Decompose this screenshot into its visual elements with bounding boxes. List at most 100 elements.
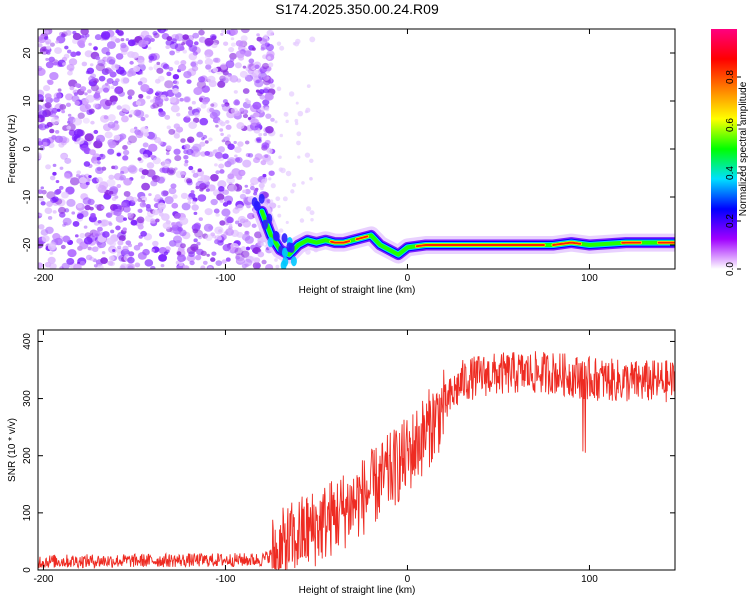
spectrogram-noise-blob	[137, 157, 142, 161]
spectrogram-noise-blob	[224, 215, 233, 223]
spectrogram-noise-blob	[108, 174, 115, 180]
spectrogram-noise-blob	[136, 216, 145, 224]
spectrogram-noise-blob	[265, 264, 274, 269]
spectrogram-x-axis-label: Height of straight line (km)	[299, 285, 416, 296]
spectrogram-noise-blob	[93, 103, 99, 109]
spectrogram-noise-blob	[47, 256, 56, 264]
spectrogram-noise-blob	[47, 243, 57, 251]
spectrogram-noise-blob	[84, 92, 88, 96]
spectrogram-noise-blob	[138, 93, 144, 99]
spectrogram-noise-blob	[165, 151, 170, 156]
spectrogram-noise-blob	[110, 85, 115, 90]
spectrogram-noise-blob	[226, 134, 231, 138]
spectrogram-noise-blob	[216, 193, 225, 201]
spectrogram-noise-blob	[192, 172, 199, 178]
spectrogram-noise-blob	[270, 183, 276, 189]
spectrogram-noise-blob	[261, 142, 270, 150]
spectrogram-noise-blob	[265, 43, 274, 51]
spectrogram-noise-blob	[266, 29, 274, 37]
spectrogram-noise-blob	[89, 63, 94, 67]
spectrogram-noise-blob	[55, 129, 60, 134]
spectrogram-noise-blob	[121, 115, 129, 123]
spectrogram-noise-blob	[107, 260, 114, 266]
spectrogram-noise-blob	[38, 138, 42, 143]
spectrogram-noise-blob	[122, 245, 129, 251]
spectrogram-noise-blob	[285, 119, 289, 124]
spectrogram-noise-blob	[182, 49, 188, 54]
spectrogram-noise-blob	[158, 108, 164, 113]
spectrogram-noise-blob	[79, 176, 87, 184]
spectrogram-noise-blob	[102, 231, 110, 238]
spectrogram-noise-blob	[120, 42, 127, 49]
spectrogram-noise-blob	[220, 32, 224, 36]
spectrogram-noise-blob	[214, 239, 220, 245]
spectrogram-noise-blob	[192, 32, 200, 39]
spectrogram-noise-blob	[233, 140, 237, 144]
spectrogram-noise-blob	[155, 218, 160, 223]
spectrogram-noise-blob	[165, 44, 171, 50]
spectrogram-noise-blob	[245, 255, 254, 263]
spectrogram-noise-blob	[62, 235, 71, 243]
spectrogram-noise-blob	[215, 170, 220, 175]
spectrogram-noise-blob	[79, 104, 89, 113]
spectrogram-noise-blob	[94, 34, 102, 41]
spectrogram-noise-blob	[51, 135, 57, 140]
spectrogram-noise-blob	[274, 120, 278, 124]
spectrogram-noise-blob	[225, 60, 235, 69]
spectrogram-noise-blob	[244, 230, 250, 236]
spectrogram-noise-blob	[159, 232, 165, 238]
spectrogram-noise-blob	[76, 213, 84, 220]
spectrogram-noise-blob	[180, 192, 189, 199]
spectrogram-ridge-blob	[273, 231, 280, 242]
spectrogram-noise-blob	[267, 56, 271, 60]
spectrogram-noise-blob	[99, 181, 109, 190]
spectrogram-noise-blob	[128, 165, 138, 174]
spectrogram-noise-blob	[38, 124, 44, 129]
spectrogram-noise-blob	[49, 71, 59, 81]
spectrogram-noise-blob	[263, 34, 269, 39]
spectrogram-noise-blob	[305, 206, 312, 212]
spectrogram-noise-blob	[139, 71, 144, 75]
spectrogram-noise-blob	[235, 40, 244, 47]
spectrogram-noise-blob	[268, 177, 272, 181]
snr-x-tick-label: -100	[215, 574, 235, 585]
spectrogram-noise-blob	[250, 177, 260, 185]
spectrogram-noise-blob	[105, 212, 113, 218]
spectrogram-noise-blob	[55, 188, 62, 195]
spectrogram-noise-blob	[193, 41, 199, 46]
spectrogram-noise-blob	[184, 143, 191, 150]
spectrogram-noise-blob	[255, 89, 260, 93]
spectrogram-noise-blob	[129, 128, 136, 134]
spectrogram-noise-blob	[88, 42, 92, 46]
spectrogram-noise-blob	[83, 161, 91, 167]
spectrogram-noise-blob	[233, 99, 241, 106]
spectrogram-noise-blob	[186, 180, 193, 186]
spectrogram-noise-blob	[53, 61, 58, 66]
spectrogram-noise-blob	[87, 177, 92, 182]
spectrogram-x-tick-label: 100	[581, 273, 598, 284]
spectrogram-noise-blob	[52, 196, 59, 203]
spectrogram-noise-blob	[246, 204, 251, 209]
spectrogram-noise-blob	[126, 70, 134, 77]
spectrogram-noise-blob	[38, 141, 43, 146]
spectrogram-noise-blob	[221, 259, 227, 264]
spectrogram-noise-blob	[275, 264, 280, 269]
spectrogram-noise-blob	[294, 121, 299, 126]
spectrogram-noise-blob	[201, 85, 211, 93]
spectrogram-noise-blob	[67, 70, 73, 76]
spectrogram-noise-blob	[188, 52, 198, 61]
spectrogram-noise-blob	[38, 189, 43, 195]
spectrogram-noise-blob	[74, 234, 79, 238]
spectrogram-noise-blob	[114, 38, 121, 43]
spectrogram-noise-blob	[245, 246, 251, 251]
spectrogram-noise-blob	[38, 117, 42, 123]
spectrogram-noise-blob	[85, 254, 93, 261]
spectrogram-noise-blob	[47, 79, 54, 86]
spectrogram-noise-blob	[170, 183, 177, 189]
spectrogram-noise-blob	[191, 200, 197, 205]
spectrogram-noise-blob	[84, 133, 94, 142]
colorbar-ticks: 0.0 0.2 0.4 0.6 0.8	[725, 70, 741, 276]
spectrogram-noise-blob	[82, 117, 90, 124]
spectrogram-noise-blob	[277, 204, 281, 209]
